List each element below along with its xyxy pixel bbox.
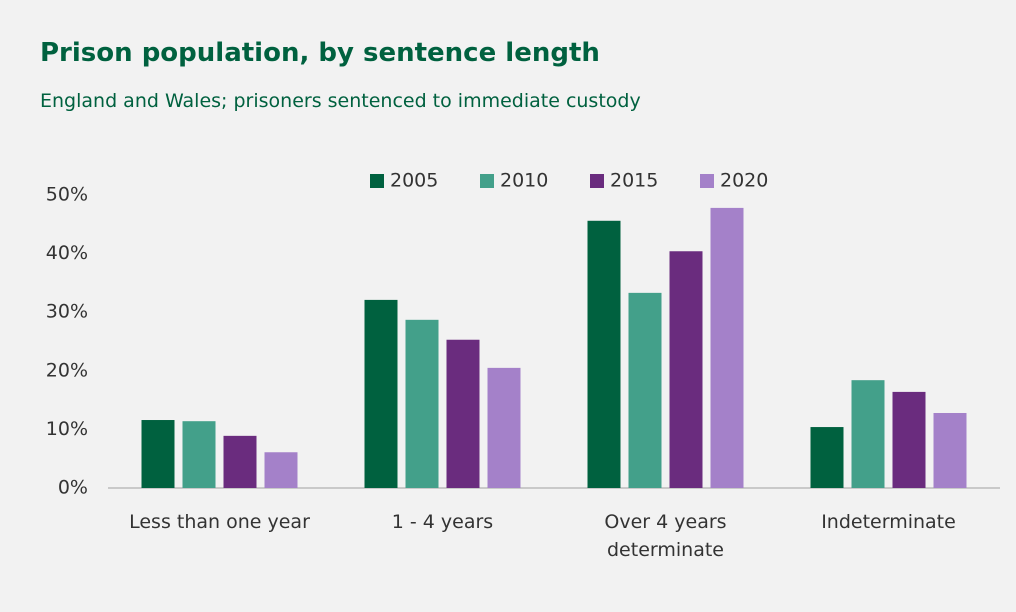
y-tick-label: 50% bbox=[46, 184, 88, 206]
legend-swatch bbox=[590, 174, 604, 188]
bar bbox=[446, 339, 480, 488]
legend-label: 2015 bbox=[610, 170, 658, 192]
bar bbox=[587, 220, 621, 488]
x-tick-label: Indeterminate bbox=[821, 511, 956, 533]
bar bbox=[223, 435, 257, 488]
bar bbox=[710, 207, 744, 488]
legend-label: 2005 bbox=[390, 170, 438, 192]
x-tick-label: Less than one year bbox=[129, 511, 310, 533]
x-tick-label: 1 - 4 years bbox=[391, 511, 494, 533]
y-tick-label: 0% bbox=[58, 477, 88, 499]
legend-label: 2020 bbox=[720, 170, 768, 192]
bar bbox=[851, 380, 885, 488]
bar bbox=[264, 452, 298, 488]
legend-label: 2010 bbox=[500, 170, 548, 192]
y-tick-label: 30% bbox=[46, 301, 88, 323]
x-tick-label: Over 4 years determinate bbox=[604, 511, 727, 561]
y-tick-label: 20% bbox=[46, 359, 88, 381]
legend-swatch bbox=[370, 174, 384, 188]
bar bbox=[628, 292, 662, 488]
legend-swatch bbox=[700, 174, 714, 188]
bar bbox=[892, 391, 926, 488]
bar bbox=[405, 319, 439, 488]
bar bbox=[141, 420, 175, 488]
y-tick-label: 40% bbox=[46, 242, 88, 264]
bar bbox=[810, 427, 844, 488]
bar bbox=[669, 251, 703, 488]
bar bbox=[487, 367, 521, 488]
bar bbox=[933, 412, 967, 488]
bar bbox=[182, 421, 216, 488]
legend-swatch bbox=[480, 174, 494, 188]
y-tick-label: 10% bbox=[46, 418, 88, 440]
chart-subtitle: England and Wales; prisoners sentenced t… bbox=[40, 90, 641, 112]
chart-title: Prison population, by sentence length bbox=[40, 38, 600, 68]
bar bbox=[364, 299, 398, 488]
